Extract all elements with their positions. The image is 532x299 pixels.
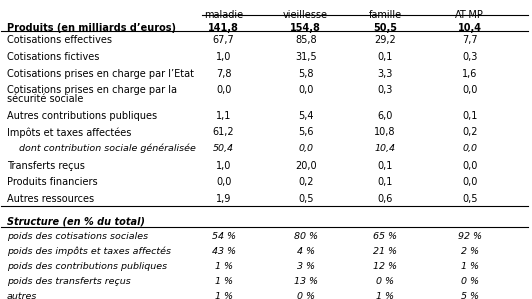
Text: Transferts reçus: Transferts reçus <box>7 161 85 171</box>
Text: poids des cotisations sociales: poids des cotisations sociales <box>7 232 148 241</box>
Text: 2 %: 2 % <box>461 247 479 256</box>
Text: sécurité sociale: sécurité sociale <box>7 94 83 104</box>
Text: 7,8: 7,8 <box>216 69 231 79</box>
Text: 0 %: 0 % <box>376 277 394 286</box>
Text: famille: famille <box>369 10 402 20</box>
Text: 154,8: 154,8 <box>290 23 321 33</box>
Text: 0,1: 0,1 <box>377 161 393 171</box>
Text: Cotisations fictives: Cotisations fictives <box>7 52 99 62</box>
Text: 54 %: 54 % <box>212 232 236 241</box>
Text: 1 %: 1 % <box>215 292 232 299</box>
Text: 0,6: 0,6 <box>377 194 393 204</box>
Text: vieillesse: vieillesse <box>283 10 328 20</box>
Text: 0,0: 0,0 <box>462 85 477 95</box>
Text: 0,1: 0,1 <box>462 111 477 120</box>
Text: 6,0: 6,0 <box>377 111 393 120</box>
Text: 10,8: 10,8 <box>375 127 396 137</box>
Text: Produits (en milliards d’euros): Produits (en milliards d’euros) <box>7 23 176 33</box>
Text: Autres contributions publiques: Autres contributions publiques <box>7 111 157 120</box>
Text: 3 %: 3 % <box>297 262 315 271</box>
Text: 92 %: 92 % <box>458 232 482 241</box>
Text: 5,6: 5,6 <box>298 127 313 137</box>
Text: 13 %: 13 % <box>294 277 318 286</box>
Text: 1 %: 1 % <box>215 262 232 271</box>
Text: 0,0: 0,0 <box>216 177 231 187</box>
Text: 1 %: 1 % <box>461 262 479 271</box>
Text: autres: autres <box>7 292 37 299</box>
Text: Impôts et taxes affectées: Impôts et taxes affectées <box>7 127 131 138</box>
Text: 0,0: 0,0 <box>462 177 477 187</box>
Text: 1 %: 1 % <box>215 277 232 286</box>
Text: 1,0: 1,0 <box>216 52 231 62</box>
Text: 3,3: 3,3 <box>377 69 393 79</box>
Text: 85,8: 85,8 <box>295 35 317 45</box>
Text: 21 %: 21 % <box>373 247 397 256</box>
Text: Produits financiers: Produits financiers <box>7 177 97 187</box>
Text: 0,5: 0,5 <box>298 194 313 204</box>
Text: 5,8: 5,8 <box>298 69 313 79</box>
Text: Cotisations effectives: Cotisations effectives <box>7 35 112 45</box>
Text: 0,3: 0,3 <box>377 85 393 95</box>
Text: 0,0: 0,0 <box>216 85 231 95</box>
Text: 0 %: 0 % <box>461 277 479 286</box>
Text: 50,4: 50,4 <box>213 144 234 153</box>
Text: 50,5: 50,5 <box>373 23 397 33</box>
Text: maladie: maladie <box>204 10 243 20</box>
Text: 10,4: 10,4 <box>375 144 396 153</box>
Text: 31,5: 31,5 <box>295 52 317 62</box>
Text: poids des impôts et taxes affectés: poids des impôts et taxes affectés <box>7 247 171 256</box>
Text: 0,0: 0,0 <box>298 144 313 153</box>
Text: 5 %: 5 % <box>461 292 479 299</box>
Text: 20,0: 20,0 <box>295 161 317 171</box>
Text: 1,9: 1,9 <box>216 194 231 204</box>
Text: poids des contributions publiques: poids des contributions publiques <box>7 262 167 271</box>
Text: 1,0: 1,0 <box>216 161 231 171</box>
Text: 0,3: 0,3 <box>462 52 477 62</box>
Text: 61,2: 61,2 <box>213 127 235 137</box>
Text: 65 %: 65 % <box>373 232 397 241</box>
Text: 4 %: 4 % <box>297 247 315 256</box>
Text: 0,5: 0,5 <box>462 194 478 204</box>
Text: 1,1: 1,1 <box>216 111 231 120</box>
Text: 0,0: 0,0 <box>462 161 477 171</box>
Text: 7,7: 7,7 <box>462 35 478 45</box>
Text: 0,2: 0,2 <box>462 127 478 137</box>
Text: 1,6: 1,6 <box>462 69 477 79</box>
Text: dont contribution sociale généralisée: dont contribution sociale généralisée <box>7 144 196 153</box>
Text: 0,2: 0,2 <box>298 177 313 187</box>
Text: 0,0: 0,0 <box>462 144 477 153</box>
Text: 67,7: 67,7 <box>213 35 235 45</box>
Text: 29,2: 29,2 <box>374 35 396 45</box>
Text: poids des transferts reçus: poids des transferts reçus <box>7 277 130 286</box>
Text: 0,1: 0,1 <box>377 52 393 62</box>
Text: Autres ressources: Autres ressources <box>7 194 94 204</box>
Text: 5,4: 5,4 <box>298 111 313 120</box>
Text: Structure (en % du total): Structure (en % du total) <box>7 216 145 226</box>
Text: AT-MP: AT-MP <box>455 10 484 20</box>
Text: 1 %: 1 % <box>376 292 394 299</box>
Text: 141,8: 141,8 <box>208 23 239 33</box>
Text: 10,4: 10,4 <box>458 23 482 33</box>
Text: 12 %: 12 % <box>373 262 397 271</box>
Text: 0 %: 0 % <box>297 292 315 299</box>
Text: Cotisations prises en charge par l’Etat: Cotisations prises en charge par l’Etat <box>7 69 194 79</box>
Text: 0,1: 0,1 <box>377 177 393 187</box>
Text: 80 %: 80 % <box>294 232 318 241</box>
Text: 0,0: 0,0 <box>298 85 313 95</box>
Text: 43 %: 43 % <box>212 247 236 256</box>
Text: Cotisations prises en charge par la: Cotisations prises en charge par la <box>7 85 177 95</box>
